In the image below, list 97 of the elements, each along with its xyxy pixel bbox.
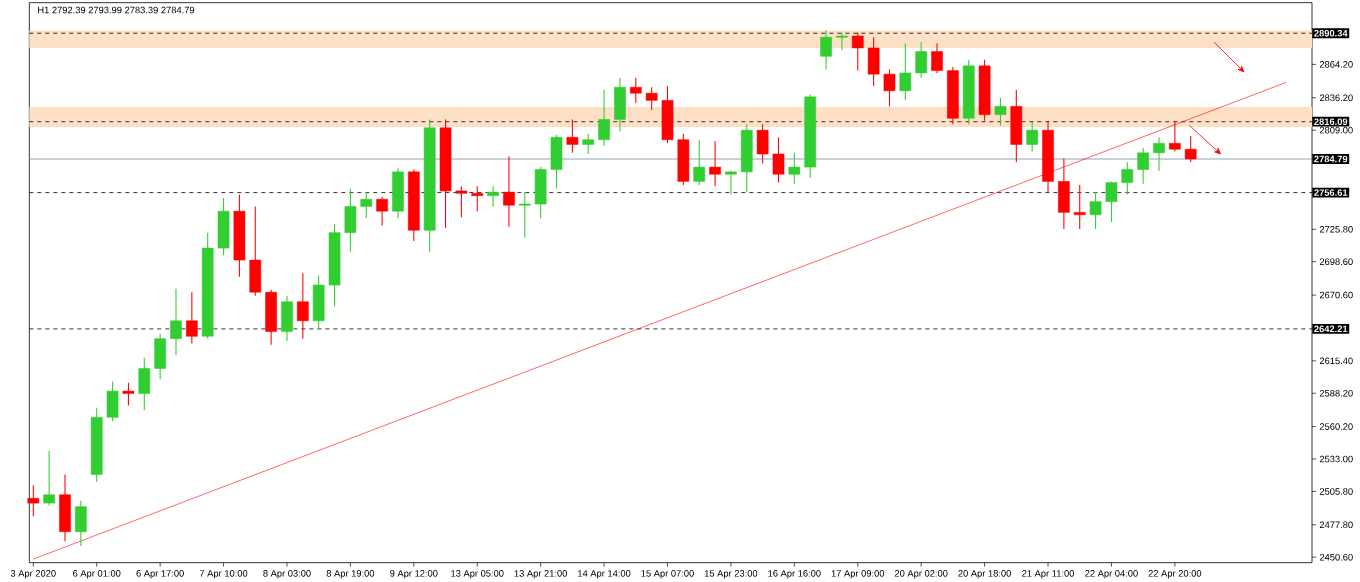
x-tick-label: 7 Apr 10:00 bbox=[199, 570, 248, 579]
y-tick-label: 2864.20 bbox=[1319, 61, 1353, 68]
x-tick-label: 13 Apr 21:00 bbox=[514, 570, 568, 579]
candlestick bbox=[90, 407, 103, 483]
ref-line-label: 2756.61 bbox=[1314, 189, 1348, 196]
y-tick-label: 2477.80 bbox=[1319, 521, 1353, 529]
candlestick bbox=[1121, 161, 1134, 196]
chart-title: H1 2792.39 2793.99 2783.39 2784.79 bbox=[38, 6, 195, 14]
candlestick bbox=[1105, 180, 1118, 223]
candlestick bbox=[455, 185, 468, 218]
y-tick-label: 2809.00 bbox=[1319, 126, 1353, 134]
candlestick bbox=[550, 134, 563, 190]
candlestick bbox=[899, 42, 912, 101]
candlestick bbox=[804, 93, 817, 179]
ref-line-label: 2890.34 bbox=[1314, 29, 1348, 37]
candlestick bbox=[693, 139, 706, 186]
candlestick bbox=[566, 118, 579, 154]
x-tick-label: 22 Apr 20:00 bbox=[1148, 570, 1202, 579]
candlestick bbox=[740, 123, 753, 193]
candlestick bbox=[217, 197, 230, 256]
ref-line-label: 2642.21 bbox=[1314, 325, 1348, 333]
candlestick bbox=[851, 31, 864, 72]
candlestick bbox=[867, 36, 880, 87]
y-tick-label: 2505.80 bbox=[1319, 488, 1353, 495]
y-tick-label: 2450.60 bbox=[1319, 553, 1353, 561]
candlestick bbox=[677, 133, 690, 186]
candlestick bbox=[725, 170, 737, 196]
candlestick bbox=[709, 140, 721, 187]
x-tick-label: 6 Apr 01:00 bbox=[73, 570, 121, 579]
candlestick bbox=[376, 196, 388, 227]
candlestick bbox=[978, 59, 991, 122]
candlestick bbox=[1010, 89, 1023, 163]
ref-line-label: 2816.09 bbox=[1314, 118, 1348, 126]
candlestick bbox=[645, 86, 658, 111]
x-tick-label: 17 Apr 09:00 bbox=[831, 570, 885, 579]
candlestick bbox=[836, 31, 848, 51]
x-tick-label: 13 Apr 05:00 bbox=[451, 570, 504, 579]
candlestick bbox=[186, 291, 198, 344]
candlestick bbox=[297, 272, 309, 340]
candlestick bbox=[1137, 147, 1149, 185]
candlestick bbox=[312, 274, 325, 330]
candlestick bbox=[661, 85, 674, 144]
candlestick bbox=[249, 205, 262, 297]
x-tick-label: 14 Apr 14:00 bbox=[578, 570, 631, 579]
x-tick-label: 20 Apr 02:00 bbox=[894, 570, 948, 579]
candlestick bbox=[883, 68, 896, 107]
candlestick bbox=[962, 59, 975, 125]
y-tick-label: 2615.40 bbox=[1319, 357, 1353, 365]
candlestick bbox=[328, 223, 341, 308]
x-tick-label: 16 Apr 16:00 bbox=[768, 570, 821, 579]
candlestick bbox=[423, 118, 436, 253]
candlestick bbox=[43, 450, 55, 507]
x-tick-label: 22 Apr 04:00 bbox=[1085, 570, 1138, 579]
candlestick bbox=[408, 168, 420, 242]
candlestick bbox=[772, 136, 785, 184]
candlestick bbox=[788, 152, 801, 185]
candlestick bbox=[915, 41, 927, 79]
candlestick bbox=[439, 118, 452, 229]
y-tick-label: 2836.20 bbox=[1319, 94, 1353, 102]
candlestick bbox=[233, 193, 246, 278]
candlestick bbox=[756, 123, 769, 165]
candlestick bbox=[360, 191, 373, 219]
candlestick bbox=[503, 155, 515, 228]
candlestick bbox=[122, 382, 135, 406]
candlestick bbox=[106, 381, 119, 422]
candlestick bbox=[1184, 135, 1197, 163]
ref-line-label: 2784.79 bbox=[1314, 155, 1348, 163]
candlestick bbox=[1089, 191, 1102, 230]
candlestick bbox=[471, 185, 484, 212]
candlestick bbox=[27, 484, 40, 517]
candlestick bbox=[518, 191, 531, 238]
y-tick-label: 2725.80 bbox=[1319, 226, 1353, 233]
x-tick-label: 15 Apr 23:00 bbox=[704, 570, 758, 579]
candlestick bbox=[1026, 121, 1038, 153]
candlestick bbox=[138, 357, 151, 411]
x-tick-label: 6 Apr 17:00 bbox=[136, 570, 184, 579]
x-tick-label: 20 Apr 18:00 bbox=[958, 570, 1011, 579]
x-tick-label: 8 Apr 19:00 bbox=[326, 570, 375, 579]
candlestick bbox=[629, 77, 642, 104]
y-tick-label: 2533.00 bbox=[1319, 455, 1353, 463]
candlestick bbox=[201, 232, 214, 340]
y-tick-label: 2670.60 bbox=[1319, 291, 1353, 299]
candlestick bbox=[487, 185, 499, 207]
y-tick-label: 2698.60 bbox=[1319, 258, 1353, 265]
y-tick-label: 2560.20 bbox=[1319, 423, 1353, 430]
candlestick bbox=[994, 97, 1007, 126]
x-tick-label: 15 Apr 07:00 bbox=[641, 570, 694, 579]
x-tick-label: 8 Apr 03:00 bbox=[263, 570, 311, 579]
candlestick bbox=[1073, 184, 1086, 230]
candlestick bbox=[1169, 120, 1181, 153]
x-tick-label: 3 Apr 2020 bbox=[10, 570, 56, 579]
candlestick bbox=[344, 188, 357, 253]
x-tick-label: 21 Apr 11:00 bbox=[1022, 570, 1075, 579]
candlestick bbox=[582, 133, 595, 155]
candlestick bbox=[534, 166, 547, 219]
y-tick-label: 2588.20 bbox=[1319, 389, 1353, 397]
x-tick-label: 9 Apr 12:00 bbox=[390, 570, 438, 579]
